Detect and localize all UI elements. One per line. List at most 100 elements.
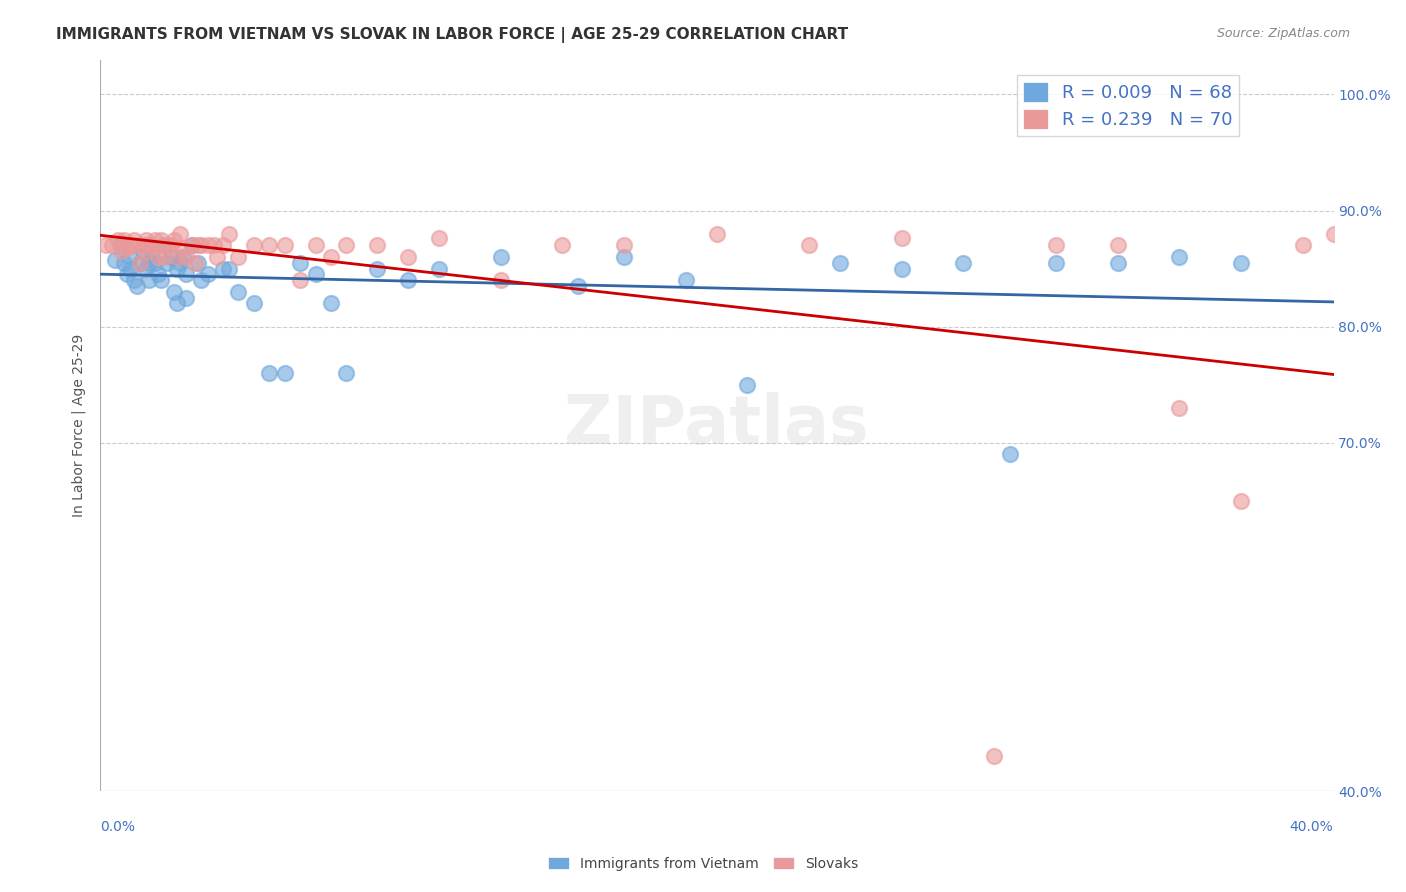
- Point: [427, 261, 450, 276]
- Point: [551, 238, 574, 252]
- Point: [190, 273, 212, 287]
- Point: [304, 238, 326, 252]
- Point: [117, 268, 139, 282]
- Point: [218, 227, 240, 241]
- Point: [187, 256, 209, 270]
- Point: [243, 296, 266, 310]
- Point: [273, 238, 295, 252]
- Point: [797, 238, 820, 252]
- Point: [120, 238, 142, 252]
- Point: [169, 227, 191, 241]
- Point: [1337, 506, 1360, 520]
- Point: [156, 256, 179, 270]
- Point: [112, 233, 135, 247]
- Point: [150, 273, 173, 287]
- Point: [163, 233, 186, 247]
- Point: [396, 273, 419, 287]
- Point: [212, 261, 235, 276]
- Point: [1107, 256, 1129, 270]
- Point: [104, 253, 127, 268]
- Point: [122, 233, 145, 247]
- Point: [181, 238, 204, 252]
- Point: [737, 377, 759, 392]
- Point: [181, 238, 204, 252]
- Point: [706, 227, 728, 241]
- Legend: R = 0.009   N = 68, R = 0.239   N = 70: R = 0.009 N = 68, R = 0.239 N = 70: [1017, 75, 1239, 136]
- Point: [166, 296, 188, 310]
- Point: [304, 268, 326, 282]
- Point: [202, 238, 225, 252]
- Point: [112, 256, 135, 270]
- Point: [613, 250, 636, 264]
- Point: [427, 231, 450, 245]
- Point: [319, 250, 342, 264]
- Point: [148, 250, 170, 264]
- Point: [890, 231, 912, 245]
- Point: [135, 261, 157, 276]
- Point: [212, 238, 235, 252]
- Point: [143, 256, 166, 270]
- Point: [259, 238, 281, 252]
- Point: [110, 238, 132, 252]
- Point: [366, 238, 388, 252]
- Text: ZIPatlas: ZIPatlas: [564, 392, 869, 458]
- Point: [132, 238, 155, 252]
- Point: [613, 238, 636, 252]
- Point: [135, 238, 157, 252]
- Point: [110, 244, 132, 259]
- Text: Source: ZipAtlas.com: Source: ZipAtlas.com: [1216, 27, 1350, 40]
- Point: [132, 244, 155, 259]
- Point: [143, 233, 166, 247]
- Point: [150, 233, 173, 247]
- Point: [1230, 493, 1253, 508]
- Point: [107, 233, 129, 247]
- Point: [153, 238, 176, 252]
- Point: [101, 238, 124, 252]
- Point: [983, 749, 1005, 764]
- Point: [1045, 238, 1067, 252]
- Point: [153, 250, 176, 264]
- Point: [567, 279, 589, 293]
- Point: [228, 250, 250, 264]
- Point: [489, 250, 512, 264]
- Point: [128, 256, 150, 270]
- Point: [288, 273, 311, 287]
- Point: [190, 238, 212, 252]
- Point: [1322, 227, 1344, 241]
- Point: [1168, 250, 1191, 264]
- Point: [163, 285, 186, 299]
- Text: IMMIGRANTS FROM VIETNAM VS SLOVAK IN LABOR FORCE | AGE 25-29 CORRELATION CHART: IMMIGRANTS FROM VIETNAM VS SLOVAK IN LAB…: [56, 27, 848, 43]
- Point: [1107, 238, 1129, 252]
- Point: [319, 296, 342, 310]
- Point: [205, 250, 228, 264]
- Point: [135, 244, 157, 259]
- Point: [172, 250, 194, 264]
- Point: [135, 233, 157, 247]
- Point: [998, 447, 1021, 461]
- Point: [1292, 238, 1315, 252]
- Point: [366, 261, 388, 276]
- Point: [125, 279, 148, 293]
- Point: [243, 238, 266, 252]
- Point: [117, 241, 139, 255]
- Point: [335, 238, 357, 252]
- Point: [166, 261, 188, 276]
- Point: [120, 261, 142, 276]
- Point: [122, 273, 145, 287]
- Point: [1168, 401, 1191, 415]
- Point: [952, 256, 974, 270]
- Point: [141, 250, 163, 264]
- Point: [94, 238, 117, 252]
- Point: [159, 238, 181, 252]
- Point: [120, 250, 142, 264]
- Point: [228, 285, 250, 299]
- Point: [174, 268, 197, 282]
- Point: [174, 291, 197, 305]
- Point: [489, 273, 512, 287]
- Point: [259, 366, 281, 380]
- Point: [169, 256, 191, 270]
- Point: [218, 261, 240, 276]
- Point: [396, 250, 419, 264]
- Point: [125, 238, 148, 252]
- Point: [273, 366, 295, 380]
